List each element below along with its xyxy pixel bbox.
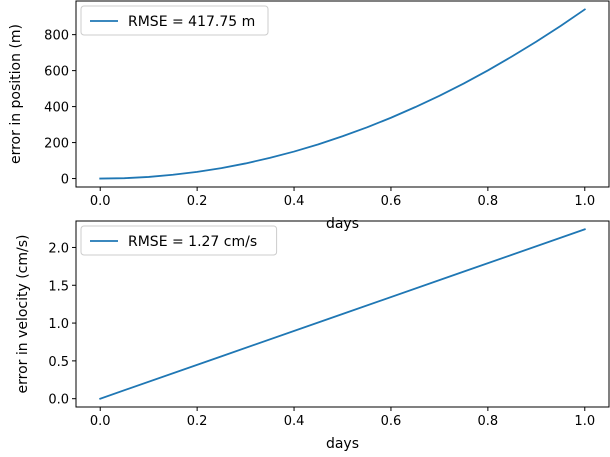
x-tick-label: 1.0 (574, 414, 595, 429)
legend-box (80, 225, 278, 256)
legend-box (80, 5, 269, 36)
y-axis-label: error in position (m) (8, 24, 24, 164)
y-tick-label: 1.0 (48, 317, 69, 332)
y-tick-label: 600 (44, 65, 69, 80)
x-tick-label: 0.6 (381, 414, 402, 429)
x-tick-label: 0.4 (284, 194, 305, 209)
y-tick-label: 200 (44, 137, 69, 152)
x-tick-label: 1.0 (574, 194, 595, 209)
legend: RMSE = 417.75 m (80, 5, 269, 36)
legend-label: RMSE = 417.75 m (128, 14, 255, 30)
x-axis-label: days (326, 436, 359, 452)
legend: RMSE = 1.27 cm/s (80, 225, 278, 256)
x-tick-label: 0.6 (381, 194, 402, 209)
axes-frame (75, 0, 610, 188)
legend-label: RMSE = 1.27 cm/s (128, 234, 257, 250)
x-tick-label: 0.0 (90, 194, 111, 209)
y-axis-label: error in velocity (cm/s) (15, 235, 31, 394)
y-tick-label: 800 (44, 29, 69, 44)
x-axis-label: days (326, 216, 359, 232)
x-tick-label: 0.2 (187, 194, 208, 209)
y-tick-label: 2.0 (48, 241, 69, 256)
y-tick-label: 400 (44, 101, 69, 116)
chart-panel-2: 0.0 0.2 0.4 0.6 0.8 1.0 0.0 0.5 1.0 1.5 2.0 days err… (15, 220, 610, 452)
x-tick-label: 0.8 (478, 194, 499, 209)
x-tick-label: 0.4 (284, 414, 305, 429)
axes-frame (75, 220, 610, 408)
y-tick-label: 0 (61, 173, 69, 188)
x-tick-label: 0.8 (478, 414, 499, 429)
x-tick-label: 0.0 (90, 414, 111, 429)
x-tick-label: 0.2 (187, 414, 208, 429)
y-tick-label: 0.5 (48, 355, 69, 370)
y-tick-label: 0.0 (48, 393, 69, 408)
y-tick-label: 1.5 (48, 279, 69, 294)
chart-panel-1: 0.0 0.2 0.4 0.6 0.8 1.0 0 200 400 600 800 days error… (8, 0, 610, 232)
series-line-1 (99, 8, 587, 180)
series-line-1 (99, 228, 586, 400)
